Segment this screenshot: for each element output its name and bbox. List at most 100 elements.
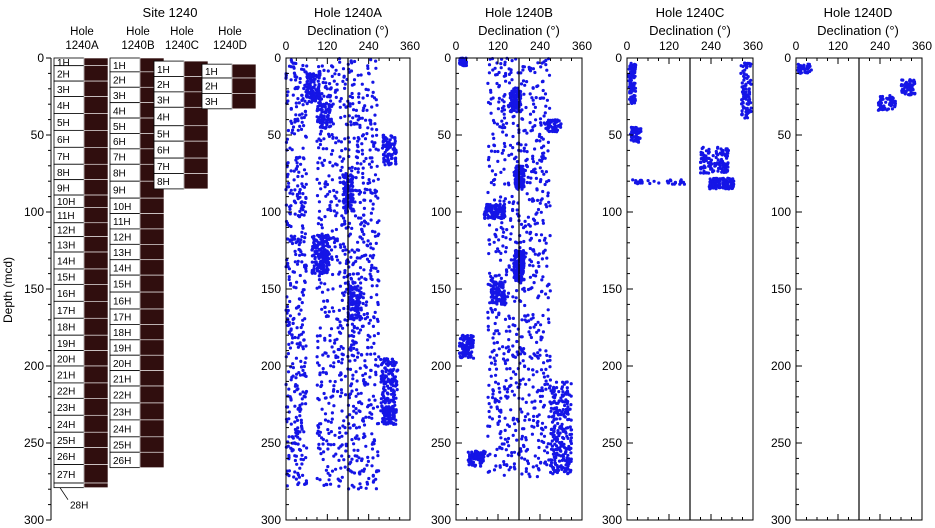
data-point — [319, 452, 323, 456]
data-point — [510, 451, 514, 455]
data-point — [487, 238, 491, 242]
data-point — [497, 100, 501, 104]
data-point — [528, 181, 532, 185]
data-point — [491, 132, 495, 136]
data-point — [524, 143, 528, 147]
data-point — [305, 72, 309, 76]
data-point — [560, 444, 565, 448]
data-point — [524, 382, 528, 386]
data-point — [556, 429, 560, 433]
data-point — [744, 73, 749, 77]
data-point — [503, 93, 507, 97]
data-point — [293, 87, 297, 91]
data-point — [316, 424, 320, 428]
data-point — [333, 341, 337, 345]
data-point — [374, 266, 378, 270]
data-point — [502, 230, 506, 234]
data-point — [300, 67, 304, 71]
data-point — [315, 267, 319, 271]
data-point — [499, 410, 503, 414]
data-point — [527, 198, 532, 202]
data-point — [515, 350, 519, 354]
data-point — [497, 297, 501, 301]
data-point — [359, 391, 363, 395]
data-point — [324, 81, 328, 85]
data-point — [525, 131, 529, 135]
data-point — [502, 462, 506, 467]
data-point — [290, 131, 294, 135]
data-point — [294, 78, 298, 82]
data-point — [743, 61, 748, 65]
data-point — [542, 440, 546, 445]
data-point — [499, 210, 503, 214]
data-point — [539, 123, 543, 127]
core-label: 1H — [113, 61, 126, 72]
data-point — [364, 486, 368, 490]
data-point — [392, 364, 396, 368]
data-point — [344, 185, 348, 189]
data-point — [375, 422, 380, 426]
data-point — [538, 353, 542, 357]
data-point — [523, 303, 527, 308]
data-point — [540, 61, 544, 65]
data-point — [540, 146, 544, 150]
data-point — [350, 334, 354, 338]
data-point — [511, 146, 515, 150]
data-point — [356, 487, 361, 491]
core-label: 7H — [157, 162, 170, 173]
data-point — [365, 300, 369, 304]
data-point — [377, 355, 381, 359]
core-recovery-bar — [83, 301, 109, 319]
data-point — [549, 461, 554, 465]
data-point — [297, 101, 301, 105]
data-point — [536, 351, 540, 355]
data-point — [291, 128, 295, 132]
data-point — [296, 426, 300, 430]
core-recovery-bar — [83, 382, 109, 399]
data-point — [631, 72, 635, 77]
data-point — [506, 387, 510, 391]
data-point — [358, 316, 362, 320]
data-point — [310, 254, 314, 258]
data-point — [293, 234, 297, 238]
data-point — [294, 454, 298, 458]
data-point — [534, 139, 539, 143]
data-point — [321, 239, 325, 244]
data-point — [385, 407, 389, 411]
data-point — [371, 456, 375, 460]
data-point — [522, 65, 527, 69]
data-point — [652, 179, 656, 183]
hole-header: 1240A — [65, 40, 99, 52]
data-point — [353, 59, 357, 64]
data-point — [494, 373, 498, 377]
data-point — [329, 364, 333, 368]
core-label: 27H — [57, 470, 75, 481]
data-point — [323, 110, 327, 114]
data-point — [300, 224, 305, 228]
data-point — [339, 345, 343, 349]
data-point — [303, 210, 308, 214]
data-point — [513, 249, 518, 253]
data-point — [289, 106, 293, 111]
data-point — [563, 403, 567, 408]
data-point — [503, 428, 507, 432]
data-point — [555, 386, 559, 390]
data-point — [323, 250, 327, 254]
data-point — [296, 184, 300, 188]
data-point — [727, 184, 731, 189]
data-point — [528, 326, 532, 330]
data-point — [297, 190, 302, 194]
data-point — [304, 356, 308, 360]
data-point — [383, 412, 387, 416]
data-point — [708, 177, 712, 181]
data-point — [368, 181, 372, 185]
data-point — [369, 218, 373, 222]
data-point — [636, 130, 640, 134]
data-point — [519, 103, 523, 107]
data-point — [551, 466, 555, 470]
data-point — [564, 446, 568, 451]
data-point — [390, 156, 394, 160]
data-point — [531, 368, 535, 372]
data-point — [310, 248, 314, 252]
y-tick-label: 250 — [431, 436, 451, 450]
